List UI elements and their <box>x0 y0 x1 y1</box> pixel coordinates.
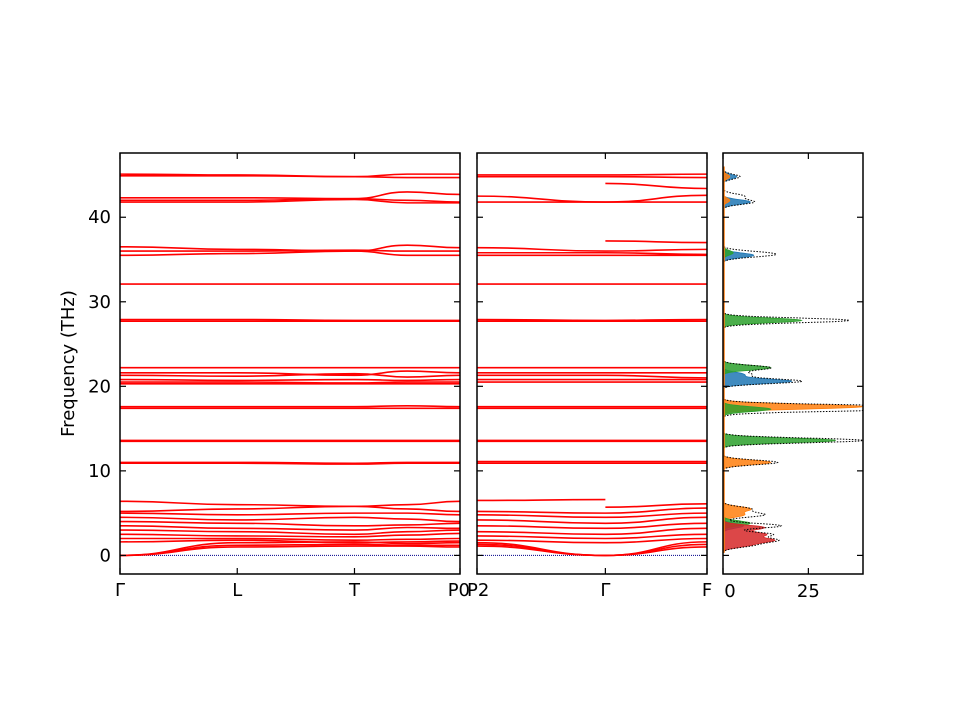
band-line <box>119 512 461 516</box>
band-line <box>120 462 460 465</box>
band-line <box>120 197 461 203</box>
x-tick-label: F <box>702 580 712 601</box>
dos-x-tick-label: 25 <box>797 581 820 602</box>
band-line <box>476 507 708 514</box>
band-line <box>120 198 460 204</box>
band-line <box>476 194 708 203</box>
band-line <box>119 525 461 531</box>
band-line <box>119 505 461 513</box>
band-line <box>605 503 708 509</box>
band-line <box>476 543 708 557</box>
band-line <box>120 537 461 541</box>
band-line <box>120 461 460 465</box>
band-line <box>119 370 461 377</box>
x-tick-label: Γ <box>115 580 125 601</box>
y-tick-label: 30 <box>88 292 111 313</box>
band-line <box>476 545 708 557</box>
band-line <box>119 318 460 322</box>
band-line <box>119 378 461 382</box>
partial-dos-4 <box>722 166 776 554</box>
band-line <box>605 240 708 244</box>
x-tick-label: T <box>348 580 361 601</box>
band-line <box>119 543 460 557</box>
band-line <box>477 175 708 179</box>
band-line <box>119 545 461 557</box>
band-line <box>476 516 708 525</box>
partial-dos-3 <box>722 166 836 553</box>
x-tick-label: Γ <box>600 580 610 601</box>
dos-frame <box>722 152 864 575</box>
x-tick-label: L <box>232 580 242 601</box>
total-dos <box>722 166 864 553</box>
band-line <box>119 500 461 508</box>
band-line <box>119 372 461 378</box>
band-line <box>119 516 461 523</box>
band-line <box>120 175 460 179</box>
dos-x-tick-label: 0 <box>724 581 735 602</box>
y-tick-label: 20 <box>88 376 111 397</box>
band-line <box>119 404 461 408</box>
y-tick-label: 40 <box>88 207 111 228</box>
y-tick-label: 0 <box>100 545 111 566</box>
y-tick-label: 10 <box>88 461 111 482</box>
band-line <box>120 381 460 384</box>
y-axis-label: Frequency (THz) <box>58 290 79 437</box>
panel-frame <box>476 152 708 575</box>
band-line <box>119 532 461 538</box>
band-panel-1 <box>119 152 461 575</box>
band-line <box>119 541 461 557</box>
dos-panel <box>722 152 864 575</box>
panel-frame <box>119 152 461 575</box>
x-tick-label: P0 <box>448 580 470 601</box>
partial-dos-1 <box>722 166 793 553</box>
band-line <box>476 522 708 530</box>
band-line <box>476 318 708 322</box>
partial-dos-2 <box>722 166 864 553</box>
band-line <box>119 520 461 527</box>
band-line <box>120 249 460 252</box>
band-line <box>120 191 461 200</box>
band-line <box>476 537 708 544</box>
band-line <box>477 251 708 256</box>
x-tick-label: P2 <box>467 580 489 601</box>
band-line <box>605 182 708 190</box>
band-line <box>119 250 460 257</box>
band-line <box>476 527 708 536</box>
band-line <box>476 173 708 176</box>
band-line <box>476 512 708 519</box>
band-line <box>476 533 708 540</box>
band-panel-2 <box>476 152 708 575</box>
band-line <box>476 374 708 379</box>
band-line <box>476 246 708 252</box>
band-line <box>119 529 461 536</box>
band-line <box>476 498 606 502</box>
